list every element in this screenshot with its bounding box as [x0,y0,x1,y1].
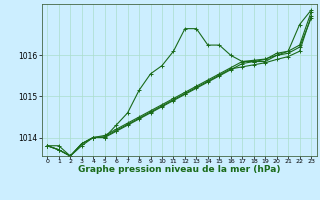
X-axis label: Graphe pression niveau de la mer (hPa): Graphe pression niveau de la mer (hPa) [78,165,280,174]
